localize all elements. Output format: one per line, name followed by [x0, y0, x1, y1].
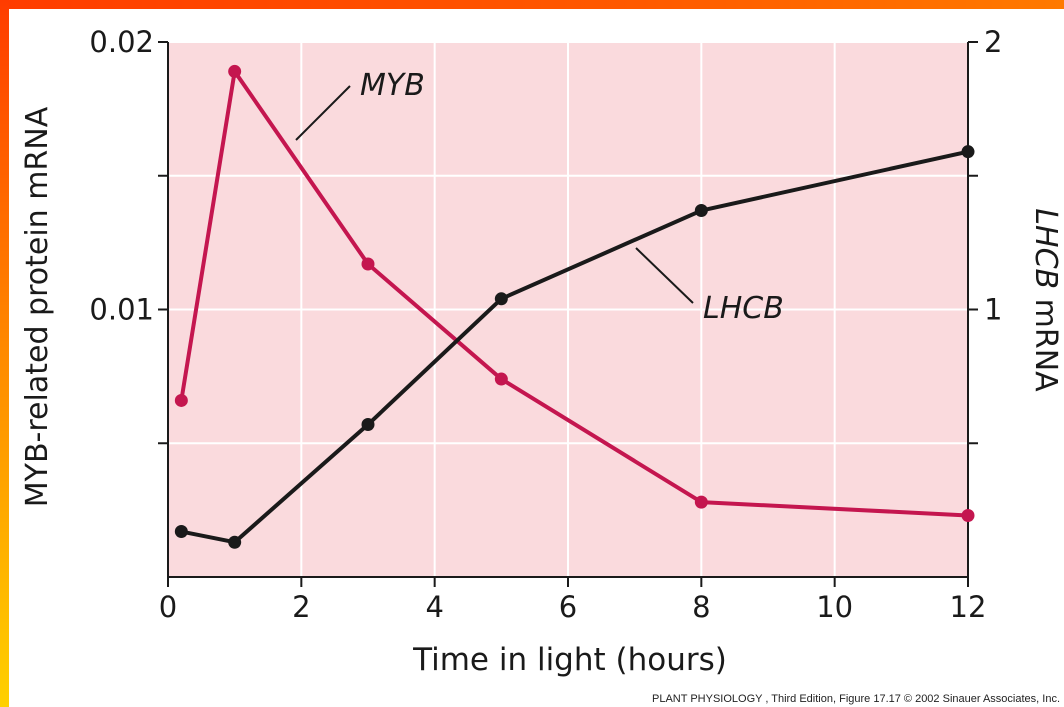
x-tick-label: 10 — [816, 590, 853, 624]
data-point-lhcb — [174, 525, 188, 539]
series-label-myb: MYB — [360, 68, 425, 103]
series-line-lhcb — [180, 149, 969, 545]
y-axis-label-right: LHCB mRNA — [1028, 208, 1063, 392]
x-tick-label: 2 — [292, 590, 310, 624]
series-labels: MYB LHCB — [295, 68, 784, 326]
y-left-tick-label: 0.01 — [89, 293, 154, 327]
series-line-myb — [179, 69, 969, 518]
data-point-myb — [228, 64, 242, 78]
left-accent-bar — [0, 0, 9, 707]
figure-credit: PLANT PHYSIOLOGY , Third Edition, Figure… — [652, 693, 1060, 705]
x-tick-label: 0 — [159, 590, 177, 624]
series-label-lhcb: LHCB — [703, 291, 784, 326]
lhcb-label-leader — [635, 247, 694, 304]
data-point-myb — [694, 495, 708, 509]
x-tick-label: 12 — [950, 590, 987, 624]
y-axis-label-right-italic: LHCB — [1028, 208, 1063, 289]
grid-lines — [168, 41, 969, 577]
data-point-myb — [174, 393, 188, 407]
data-point-myb — [494, 372, 508, 386]
data-point-lhcb — [228, 535, 242, 549]
myb-label-leader — [295, 85, 351, 141]
y-right-tick-label: 1 — [984, 293, 1002, 327]
data-point-lhcb — [961, 145, 975, 159]
x-tick-label: 4 — [425, 590, 443, 624]
x-axis-label: Time in light (hours) — [412, 642, 727, 678]
data-point-lhcb — [694, 204, 708, 218]
x-tick-label: 6 — [559, 590, 577, 624]
top-accent-bar — [0, 0, 1064, 9]
x-tick-label: 8 — [692, 590, 710, 624]
data-point-myb — [961, 508, 975, 522]
y-axis-label-left: MYB-related protein mRNA — [20, 106, 55, 507]
y-axis-label-right-rest: mRNA — [1028, 289, 1063, 392]
data-point-lhcb — [361, 418, 375, 432]
data-point-lhcb — [494, 292, 508, 306]
data-point-myb — [361, 257, 375, 271]
y-left-tick-label: 0.02 — [89, 25, 154, 59]
y-right-tick-label: 2 — [984, 25, 1002, 59]
series-layer — [174, 64, 975, 549]
